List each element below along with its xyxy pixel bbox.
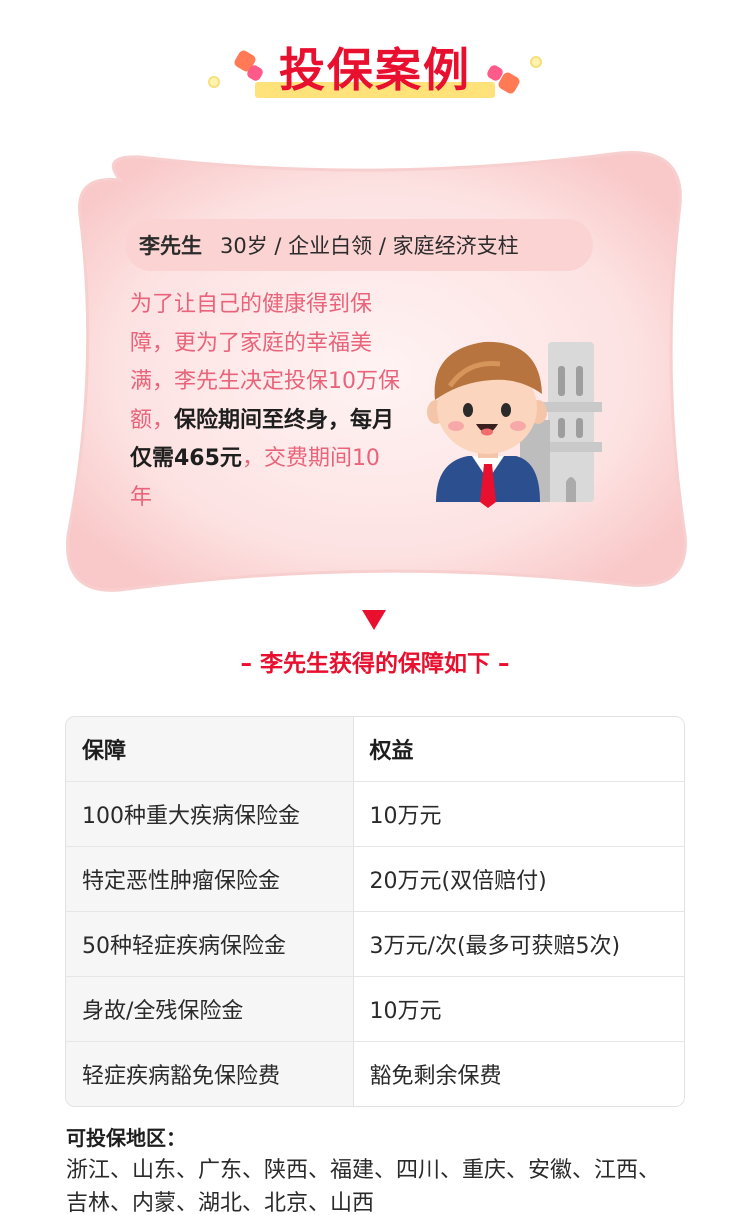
regions-title: 可投保地区： (66, 1126, 186, 1150)
businessman-illustration-icon (427, 341, 602, 508)
title-highlight-bar (255, 82, 495, 98)
section-header: 投保案例 (0, 38, 750, 108)
coverage-cell: 身故/全残保险金 (66, 977, 354, 1041)
page-title: 投保案例 (279, 43, 471, 97)
customer-profile-pill: 李先生 30岁 / 企业白领 / 家庭经济支柱 (125, 219, 593, 271)
dot-decoration-icon (208, 76, 220, 88)
coverage-cell: 轻症疾病豁免保险费 (66, 1042, 354, 1106)
coverage-cell: 特定恶性肿瘤保险金 (66, 847, 354, 911)
coverage-table: 保障 权益 100种重大疾病保险金 10万元 特定恶性肿瘤保险金 20万元(双倍… (65, 716, 685, 1107)
coverage-cell: 50种轻症疾病保险金 (66, 912, 354, 976)
dot-decoration-icon (530, 56, 542, 68)
customer-name: 李先生 (139, 234, 202, 258)
table-header-row: 保障 权益 (66, 717, 684, 781)
story-highlight: 保险期间至终身，每月仅需465元 (130, 407, 395, 472)
regions-list: 浙江、山东、广东、陕西、福建、四川、重庆、安徽、江西、吉林、内蒙、湖北、北京、山… (66, 1158, 661, 1215)
benefit-cell: 10万元 (353, 782, 684, 846)
coverage-cell: 100种重大疾病保险金 (66, 782, 354, 846)
case-story: 为了让自己的健康得到保障，更为了家庭的幸福美满，李先生决定投保10万保额，保险期… (130, 286, 400, 517)
header-benefit: 权益 (353, 717, 684, 781)
story-text-tail: ，交费期间10年 (130, 446, 380, 510)
table-row: 轻症疾病豁免保险费 豁免剩余保费 (66, 1041, 684, 1106)
customer-details: 30岁 / 企业白领 / 家庭经济支柱 (220, 234, 519, 258)
benefit-cell: 3万元/次(最多可获赔5次) (353, 912, 684, 976)
down-arrow-icon (362, 610, 386, 630)
story-text: 为了让自己的健康得到保障，更为了家庭的幸福美满，李先生决定投保10万保额， (130, 292, 400, 433)
table-row: 50种轻症疾病保险金 3万元/次(最多可获赔5次) (66, 911, 684, 976)
benefit-cell: 20万元(双倍赔付) (353, 847, 684, 911)
header-coverage: 保障 (66, 717, 354, 781)
table-row: 身故/全残保险金 10万元 (66, 976, 684, 1041)
coverage-subtitle: – 李先生获得的保障如下 – (240, 651, 510, 677)
table-row: 特定恶性肿瘤保险金 20万元(双倍赔付) (66, 846, 684, 911)
benefit-cell: 豁免剩余保费 (353, 1042, 684, 1106)
benefit-cell: 10万元 (353, 977, 684, 1041)
table-row: 100种重大疾病保险金 10万元 (66, 781, 684, 846)
